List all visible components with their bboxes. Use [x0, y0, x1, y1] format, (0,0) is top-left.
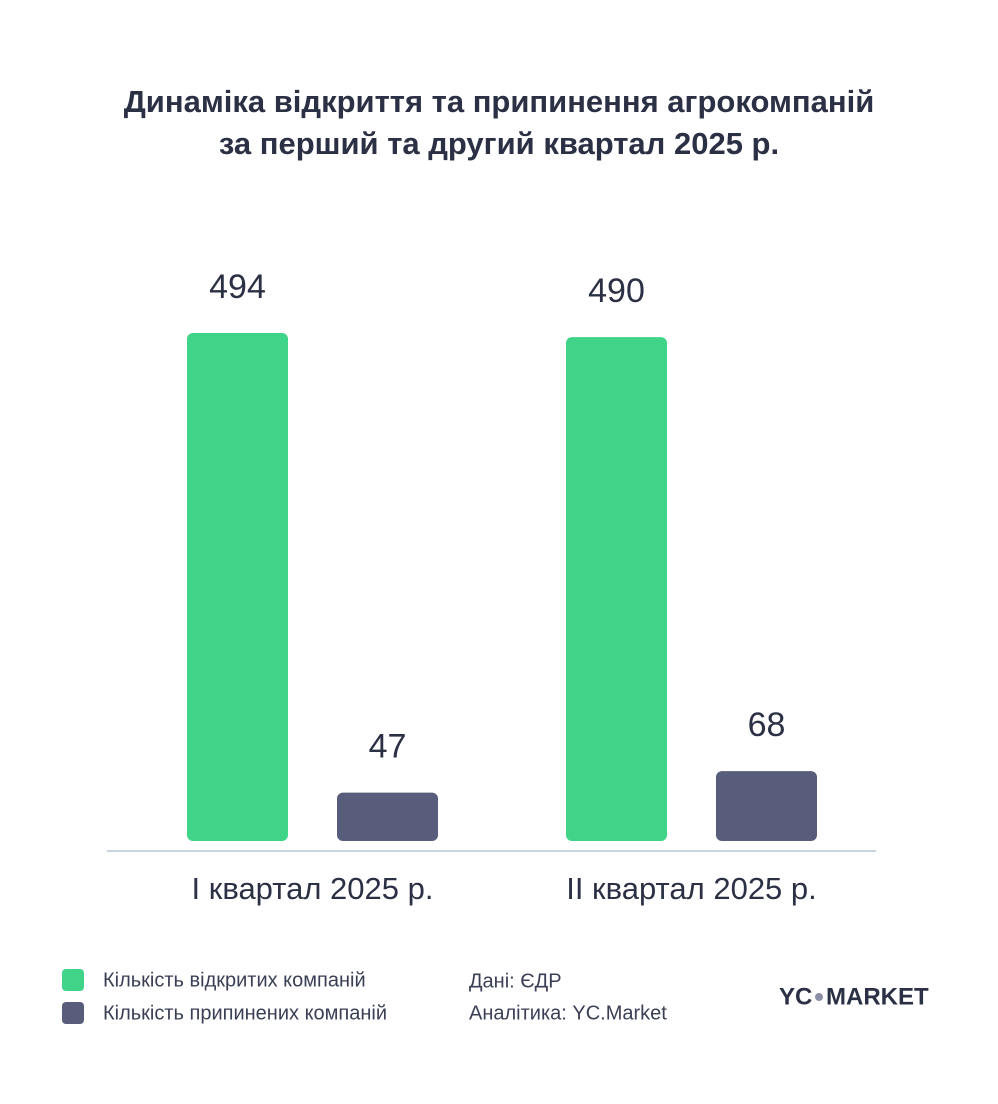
- value-label: 47: [369, 728, 407, 766]
- legend-swatch: [62, 1002, 84, 1024]
- chart-title: за перший та другий квартал 2025 р.: [219, 126, 779, 161]
- bar: [187, 333, 288, 841]
- logo: YC: [779, 983, 812, 1010]
- value-label: 68: [748, 706, 786, 744]
- x-tick-label: II квартал 2025 р.: [566, 871, 817, 906]
- analytics: Аналітика: YC.Market: [469, 1002, 667, 1024]
- value-label: 494: [209, 268, 266, 306]
- logo: MARKET: [826, 983, 929, 1010]
- source: Дані: ЄДР: [469, 970, 562, 992]
- value-label: 490: [588, 272, 645, 310]
- bar: [337, 792, 438, 841]
- legend-swatch: [62, 969, 84, 991]
- footer: Дані: ЄДР Аналітика: YC.Market YC MARKET: [469, 970, 929, 1024]
- chart-title: Динаміка відкриття та припинення агроком…: [124, 84, 875, 119]
- legend-label: Кількість припинених компаній: [103, 1002, 387, 1024]
- bar: [716, 771, 817, 841]
- bar: [566, 337, 667, 841]
- legend-label: Кількість відкритих компаній: [103, 969, 366, 991]
- logo-dot: [815, 993, 823, 1001]
- x-tick-label: I квартал 2025 р.: [192, 871, 434, 906]
